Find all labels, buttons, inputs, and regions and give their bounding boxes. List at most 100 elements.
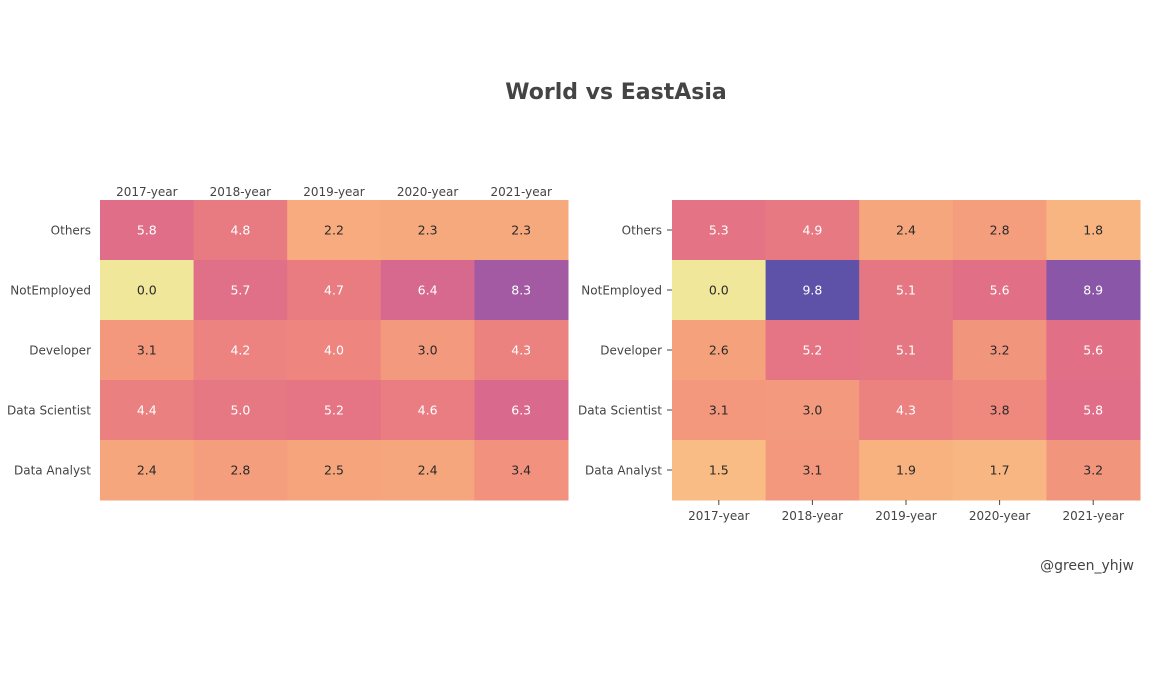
- heatmap-cell: [765, 200, 860, 261]
- cell-value-label: 8.3: [511, 283, 531, 298]
- cell-value-label: 1.8: [1083, 223, 1103, 238]
- heatmap-cell: [859, 200, 954, 261]
- cell-value-label: 5.8: [137, 223, 157, 238]
- cell-value-label: 4.6: [418, 403, 438, 418]
- heatmap-cell: [1046, 440, 1141, 501]
- heatmap-cell: [952, 380, 1047, 441]
- cell-value-label: 4.8: [230, 223, 250, 238]
- x-tick-label: 2021-year: [1062, 509, 1123, 523]
- x-tick-label: 2017-year: [116, 185, 177, 199]
- x-tick-label: 2020-year: [397, 185, 458, 199]
- heatmap-cell: [380, 440, 475, 501]
- cell-value-label: 5.1: [896, 343, 916, 358]
- cell-value-label: 4.7: [324, 283, 344, 298]
- heatmap-cell: [380, 320, 475, 381]
- cell-value-label: 9.8: [802, 283, 822, 298]
- cell-value-label: 4.9: [802, 223, 822, 238]
- cell-value-label: 3.1: [137, 343, 157, 358]
- cell-value-label: 4.3: [511, 343, 531, 358]
- heatmap-cell: [952, 440, 1047, 501]
- cell-value-label: 3.0: [802, 403, 822, 418]
- cell-value-label: 0.0: [709, 283, 729, 298]
- cell-value-label: 4.0: [324, 343, 344, 358]
- heatmap-cell: [193, 440, 288, 501]
- cell-value-label: 5.6: [1083, 343, 1103, 358]
- cell-value-label: 5.7: [230, 283, 250, 298]
- heatmap-cell: [859, 260, 954, 321]
- y-tick-label: Developer: [600, 344, 662, 358]
- heatmap-cell: [952, 320, 1047, 381]
- cell-value-label: 2.8: [990, 223, 1010, 238]
- x-tick-label: 2019-year: [875, 509, 936, 523]
- y-tick-label: NotEmployed: [581, 284, 662, 298]
- cell-value-label: 6.3: [511, 403, 531, 418]
- cell-value-label: 1.7: [990, 463, 1010, 478]
- heatmap-cell: [193, 260, 288, 321]
- y-tick-label: Others: [622, 224, 662, 238]
- heatmap-cell: [193, 320, 288, 381]
- cell-value-label: 3.1: [709, 403, 729, 418]
- cell-value-label: 5.8: [1083, 403, 1103, 418]
- x-tick-label: 2020-year: [969, 509, 1030, 523]
- cell-value-label: 4.2: [230, 343, 250, 358]
- cell-value-label: 2.4: [418, 463, 438, 478]
- cell-value-label: 2.4: [896, 223, 916, 238]
- heatmap-cell: [672, 380, 767, 441]
- heatmap-cell: [672, 200, 767, 261]
- heatmap-cell: [100, 440, 195, 501]
- cell-value-label: 2.6: [709, 343, 729, 358]
- heatmap-cell: [952, 260, 1047, 321]
- x-tick-label: 2021-year: [490, 185, 551, 199]
- cell-value-label: 2.8: [230, 463, 250, 478]
- heatmap-cell: [765, 440, 860, 501]
- cell-value-label: 5.2: [324, 403, 344, 418]
- cell-value-label: 3.0: [418, 343, 438, 358]
- cell-value-label: 3.1: [802, 463, 822, 478]
- heatmap-cell: [193, 200, 288, 261]
- heatmap-cell: [1046, 200, 1141, 261]
- heatmap-cell: [672, 320, 767, 381]
- cell-value-label: 3.2: [990, 343, 1010, 358]
- heatmap-cell: [474, 380, 569, 441]
- cell-value-label: 5.0: [230, 403, 250, 418]
- cell-value-label: 2.3: [511, 223, 531, 238]
- cell-value-label: 1.5: [709, 463, 729, 478]
- heatmap-cell: [1046, 380, 1141, 441]
- heatmap-cell: [287, 440, 382, 501]
- heatmap-cell: [287, 380, 382, 441]
- cell-value-label: 3.4: [511, 463, 531, 478]
- cell-value-label: 1.9: [896, 463, 916, 478]
- heatmap-cell: [100, 320, 195, 381]
- cell-value-label: 8.9: [1083, 283, 1103, 298]
- heatmap-cell: [672, 440, 767, 501]
- heatmap-cell: [100, 380, 195, 441]
- heatmap-cell: [287, 260, 382, 321]
- cell-value-label: 5.6: [990, 283, 1010, 298]
- heatmap-cell: [765, 320, 860, 381]
- heatmap-cell: [287, 320, 382, 381]
- chart-title: World vs EastAsia: [505, 80, 726, 105]
- cell-value-label: 2.3: [418, 223, 438, 238]
- cell-value-label: 4.4: [137, 403, 157, 418]
- cell-value-label: 2.2: [324, 223, 344, 238]
- heatmap-cell: [380, 200, 475, 261]
- cell-value-label: 5.3: [709, 223, 729, 238]
- heatmap-cell: [1046, 260, 1141, 321]
- y-tick-label: Developer: [29, 344, 91, 358]
- cell-value-label: 2.5: [324, 463, 344, 478]
- credit-annotation: @green_yhjw: [1040, 558, 1134, 574]
- heatmap-cell: [287, 200, 382, 261]
- x-tick-label: 2018-year: [210, 185, 271, 199]
- cell-value-label: 3.2: [1083, 463, 1103, 478]
- y-tick-label: Data Analyst: [585, 464, 662, 478]
- y-tick-label: Data Scientist: [578, 404, 662, 418]
- heatmap-cell: [672, 260, 767, 321]
- cell-value-label: 5.2: [802, 343, 822, 358]
- cell-value-label: 5.1: [896, 283, 916, 298]
- heatmap-cell: [1046, 320, 1141, 381]
- heatmap-cell: [765, 380, 860, 441]
- heatmap-cell: [859, 320, 954, 381]
- x-tick-label: 2018-year: [782, 509, 843, 523]
- heatmap-cell: [474, 200, 569, 261]
